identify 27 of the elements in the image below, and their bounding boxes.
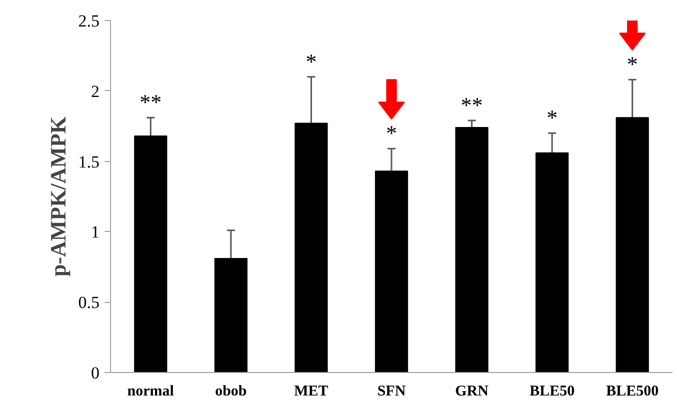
bar	[374, 170, 408, 372]
x-tick-label: BLE500	[606, 384, 659, 400]
annotation: **	[140, 90, 162, 115]
y-tick-label: 1	[91, 222, 100, 242]
y-tick-label: 2.5	[78, 12, 100, 30]
bar	[134, 135, 168, 372]
x-tick-label: GRN	[455, 384, 489, 400]
annotation: *	[546, 105, 558, 130]
y-tick-label: 0	[91, 364, 100, 382]
annotation: *	[306, 48, 317, 74]
x-tick-label: obob	[215, 384, 247, 400]
annotation: **	[460, 92, 483, 118]
y-axis-title: p-AMPK/AMPK	[45, 116, 70, 277]
bar	[294, 122, 328, 372]
x-tick-label: BLE50	[530, 384, 575, 400]
bar	[214, 258, 248, 372]
y-tick-label: 0.5	[78, 293, 100, 312]
annotation: *	[386, 120, 397, 146]
x-tick-label: SFN	[377, 384, 406, 400]
bar	[536, 152, 569, 372]
bar	[455, 127, 488, 372]
annotation: *	[626, 52, 638, 77]
x-tick-label: normal	[127, 384, 174, 400]
y-tick-label: 2	[91, 82, 100, 101]
y-tick-label: 1.5	[78, 152, 100, 172]
bar	[616, 117, 649, 372]
x-tick-label: MET	[294, 384, 328, 400]
